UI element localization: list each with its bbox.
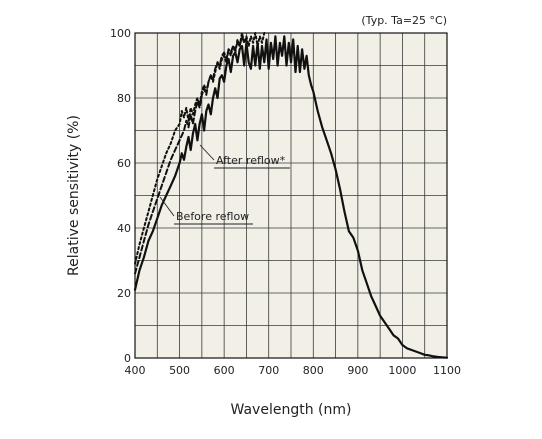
series-line-solid xyxy=(133,35,449,359)
y-tick-label: 40 xyxy=(117,222,131,235)
annotation-leader xyxy=(199,144,215,161)
series-layer xyxy=(133,32,449,359)
x-axis-title: Wavelength (nm) xyxy=(231,402,352,418)
y-tick-label: 0 xyxy=(124,352,131,365)
y-tick-label: 100 xyxy=(110,27,131,40)
x-tick-label: 500 xyxy=(169,364,190,377)
ticks: 400 500 600 700 800 900 1000 1100 0 20 40 60 80 100 xyxy=(110,27,461,377)
plot-frame xyxy=(134,32,448,359)
x-tick-label: 700 xyxy=(258,364,279,377)
x-tick-label: 400 xyxy=(125,364,146,377)
y-axis-title: Relative sensitivity (%) xyxy=(66,115,82,276)
annotation-leader xyxy=(159,196,175,217)
y-tick-label: 20 xyxy=(117,287,131,300)
y-tick-label: 60 xyxy=(117,157,131,170)
chart-note: (Typ. Ta=25 °C) xyxy=(361,14,447,27)
annotation-label: After reflow* xyxy=(216,154,286,167)
x-tick-label: 900 xyxy=(347,364,368,377)
x-tick-label: 1100 xyxy=(433,364,461,377)
x-tick-label: 600 xyxy=(214,364,235,377)
y-tick-label: 80 xyxy=(117,92,131,105)
grid xyxy=(135,33,447,358)
annotation-label: Before reflow xyxy=(176,210,249,223)
series-line-dashed xyxy=(134,35,248,275)
x-tick-label: 800 xyxy=(303,364,324,377)
x-tick-label: 1000 xyxy=(388,364,416,377)
annotations: After reflow* Before reflow xyxy=(159,144,290,225)
